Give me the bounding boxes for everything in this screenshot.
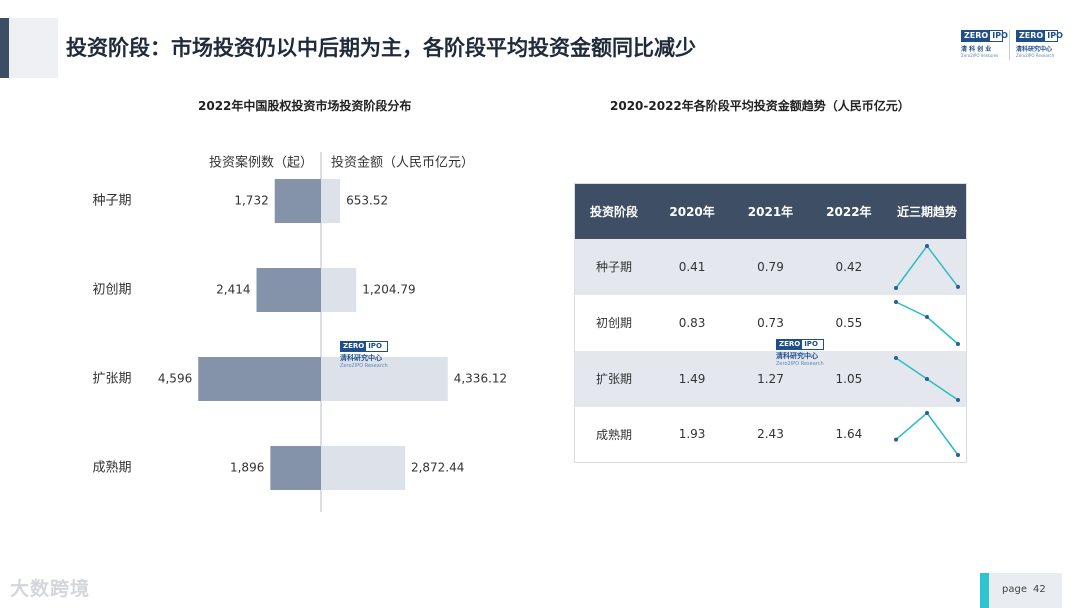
table-row: 种子期 0.41 0.79 0.42 [574,238,967,295]
bar-amount-1 [321,268,357,312]
value-cell: 1.49 [652,350,732,407]
series-label-amount: 投资金额（人民币亿元） [331,155,474,171]
trend-point [894,285,899,290]
page-label: page [1002,584,1027,595]
trend-line [895,244,959,288]
trend-sparkline [894,355,961,402]
page-number: 42 [1032,584,1046,595]
stage-distribution-chart: 投资案例数（起） 投资金额（人民币亿元） 种子期 1,732 653.52 初创期 2,41… [92,152,507,512]
value-cell: 0.55 [809,294,889,351]
category-label: 成熟期 [92,460,131,476]
left-chart-title: 2022年中国股权投资市场投资阶段分布 [198,99,412,113]
table-header-row: 投资阶段 2020年 2021年 2022年 近三期趋势 [574,183,967,239]
data-label-cases: 1,732 [234,194,268,208]
value-cell: 1.27 [731,350,810,407]
header-logos: ZERO IPO 清 科 创 业 Zero2IPO Ventures ZERO IP… [961,30,1063,60]
trend-sparkline-cell [888,350,967,407]
trend-point [894,355,899,360]
zero2ipo-ventures-logo: ZERO IPO 清 科 创 业 Zero2IPO Ventures [961,30,1008,58]
trend-point [925,314,930,319]
avg-investment-table: 投资阶段 2020年 2021年 2022年 近三期趋势 种子期 0.41 0.… [574,183,967,463]
value-cell: 2.43 [731,406,810,463]
series-label-cases: 投资案例数（起） [209,155,313,171]
data-label-cases: 1,896 [230,461,264,475]
table-row: 初创期 0.83 0.73 0.55 [574,294,967,351]
data-label-amount: 2,872.44 [411,461,464,475]
bar-amount-2 [321,357,448,401]
trend-sparkline [894,411,961,458]
research-watermark-right: ZERO IPO 清科研究中心 Zero2IPO Research [776,339,824,367]
trend-point [956,341,961,346]
value-cell: 1.93 [652,406,732,463]
bar-cases-3 [270,446,321,490]
category-label: 扩张期 [92,372,131,387]
column-header: 近三期趋势 [888,183,967,239]
bar-amount-3 [321,446,405,490]
bar-cases-1 [256,268,321,312]
value-cell: 1.64 [809,406,889,463]
category-label: 初创期 [92,283,131,298]
trend-line [895,300,959,345]
page-title: 投资阶段：市场投资仍以中后期为主，各阶段平均投资金额同比减少 [66,36,696,60]
trend-point [894,299,899,304]
table-row: 成熟期 1.93 2.43 1.64 [574,406,967,463]
data-label-amount: 653.52 [346,194,388,208]
column-header: 2022年 [809,183,889,239]
data-label-amount: 4,336.12 [454,372,507,386]
stage-cell: 成熟期 [574,406,653,463]
data-label-cases: 2,414 [216,283,250,297]
research-watermark-left: ZERO IPO 清科研究中心 Zero2IPO Research [340,341,388,369]
trend-point [956,284,961,289]
value-cell: 0.42 [809,238,889,295]
trend-sparkline-cell [888,294,967,351]
trend-point [956,397,961,402]
trend-point [894,437,899,442]
table-row: 扩张期 1.49 1.27 1.05 [574,350,967,407]
stage-cell: 种子期 [574,238,653,295]
title-decoration [0,18,58,78]
right-table-title: 2020-2022年各阶段平均投资金额趋势（人民币亿元） [610,99,910,113]
value-cell: 0.41 [652,238,732,295]
data-label-amount: 1,204.79 [362,283,415,297]
stage-cell: 扩张期 [574,350,653,407]
data-label-cases: 4,596 [158,372,192,386]
column-header: 投资阶段 [574,183,653,239]
value-cell: 0.79 [731,238,810,295]
brand-watermark: 大数跨境 [10,578,91,600]
column-header: 2021年 [731,183,810,239]
trend-line [895,412,959,456]
value-cell: 1.05 [809,350,889,407]
trend-sparkline [894,243,961,290]
bar-cases-2 [198,357,321,401]
logo-divider [1009,30,1010,60]
value-cell: 0.83 [652,294,732,351]
category-label: 种子期 [92,194,131,209]
trend-point [925,376,930,381]
bar-cases-0 [274,179,321,223]
trend-point [925,411,930,416]
zero2ipo-research-logo: ZERO IPO 清科研究中心 Zero2IPO Research [1016,30,1063,58]
column-header: 2020年 [652,183,732,239]
bar-amount-0 [321,179,341,223]
trend-point [925,243,930,248]
page-indicator: page 42 [980,573,1062,608]
trend-sparkline [894,299,961,346]
trend-sparkline-cell [888,238,967,295]
trend-sparkline-cell [888,406,967,463]
trend-point [956,453,961,458]
stage-cell: 初创期 [574,294,653,351]
